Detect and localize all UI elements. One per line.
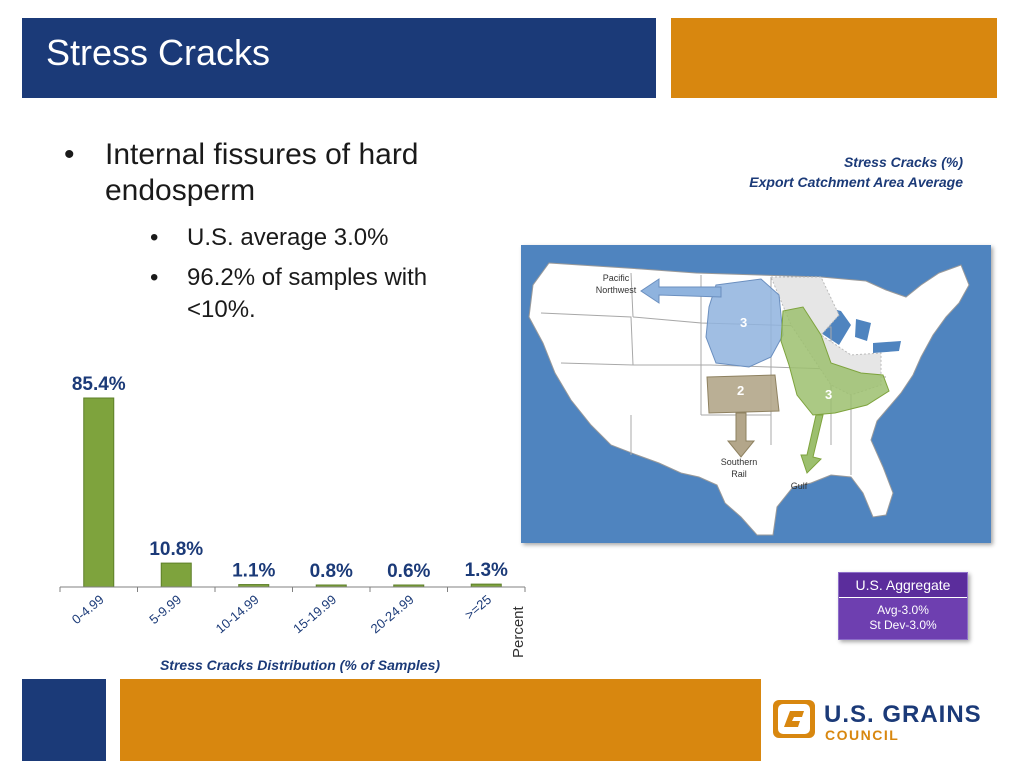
footer-orange-block xyxy=(120,679,761,761)
category-label-20-24.99: 20-24.99 xyxy=(368,592,417,636)
usgc-logo-icon xyxy=(773,700,815,738)
chart-category-labels: 0-4.99 5-9.99 10-14.99 15-19.99 20-24.99 >=25 xyxy=(69,592,494,636)
title-bar xyxy=(22,18,656,98)
sub-bullet-dot: • xyxy=(150,264,159,291)
pnw-label-line2: Northwest xyxy=(596,285,637,295)
pnw-label-line1: Pacific xyxy=(603,273,630,283)
sub-bullet-dot: • xyxy=(150,224,159,251)
value-label-15-19.99: 0.8% xyxy=(310,561,353,582)
east-region-value: 3 xyxy=(825,387,832,402)
category-label->=25: >=25 xyxy=(462,592,494,623)
value-label-10-14.99: 1.1% xyxy=(232,561,275,582)
pnw-arrow xyxy=(640,278,722,304)
great-lakes xyxy=(816,305,901,353)
value-label-20-24.99: 0.6% xyxy=(387,561,430,582)
gulf-label: Gulf xyxy=(791,481,808,491)
category-label-15-19.99: 15-19.99 xyxy=(290,592,339,636)
chart-bars xyxy=(83,397,502,588)
southern-arrow xyxy=(726,412,756,458)
southern-label-line1: Southern xyxy=(721,457,758,467)
kansas-region-value: 2 xyxy=(737,383,744,398)
logo-subtitle: COUNCIL xyxy=(825,727,900,743)
bar-5-9.99 xyxy=(160,562,192,588)
map-caption-subtitle: Export Catchment Area Average xyxy=(749,174,963,190)
logo-name: U.S. GRAINS xyxy=(824,701,982,728)
category-label-5-9.99: 5-9.99 xyxy=(146,592,184,627)
aggregate-body: Avg-3.0% St Dev-3.0% xyxy=(839,598,967,639)
value-label->=25: 1.3% xyxy=(465,560,508,581)
chart-value-labels: 85.4% 10.8% 1.1% 0.8% 0.6% 1.3% xyxy=(72,374,508,582)
north-region-value: 3 xyxy=(740,315,747,330)
pnw-region xyxy=(705,278,784,368)
value-label-0-4.99: 85.4% xyxy=(72,374,126,395)
chart-caption: Stress Cracks Distribution (% of Samples… xyxy=(159,657,441,673)
aggregate-average: Avg-3.0% xyxy=(877,603,929,617)
gulf-arrow xyxy=(800,414,824,474)
x-axis-label: Percent xyxy=(510,605,527,658)
category-label-10-14.99: 10-14.99 xyxy=(213,592,262,636)
main-bullet-line1: Internal fissures of hard xyxy=(105,138,419,171)
category-label-0-4.99: 0-4.99 xyxy=(69,592,107,627)
bullet-dot: • xyxy=(64,138,75,171)
sub-bullet-line2: <10%. xyxy=(187,296,256,323)
distribution-chart: 85.4% 10.8% 1.1% 0.8% 0.6% 1.3% 0-4.99 5-9.99 1… xyxy=(59,374,527,658)
bar-0-4.99 xyxy=(83,397,115,588)
southern-region xyxy=(706,374,780,414)
sub-bullet-line1: 96.2% of samples with xyxy=(187,264,428,291)
catchment-map: 3 2 3 Pacific Northwest Southern Rail Gu… xyxy=(521,245,991,543)
sub-bullet-text: U.S. average 3.0% xyxy=(187,224,389,251)
aggregate-heading: U.S. Aggregate xyxy=(839,573,967,598)
aggregate-box: U.S. Aggregate Avg-3.0% St Dev-3.0% xyxy=(838,572,968,640)
map-svg: 3 2 3 Pacific Northwest Southern Rail Gu… xyxy=(521,245,991,543)
title-accent-block xyxy=(671,18,997,98)
southern-label-line2: Rail xyxy=(731,469,747,479)
map-caption-title: Stress Cracks (%) xyxy=(843,154,963,170)
footer-blue-block xyxy=(22,679,106,761)
value-label-5-9.99: 10.8% xyxy=(149,539,203,560)
chart-ticks xyxy=(59,587,526,592)
slide-title: Stress Cracks xyxy=(46,32,271,73)
main-bullet-line2: endosperm xyxy=(105,174,256,207)
aggregate-stdev: St Dev-3.0% xyxy=(869,618,937,632)
map-caption: Stress Cracks (%) Export Catchment Area … xyxy=(640,152,963,192)
gulf-region xyxy=(780,306,890,416)
